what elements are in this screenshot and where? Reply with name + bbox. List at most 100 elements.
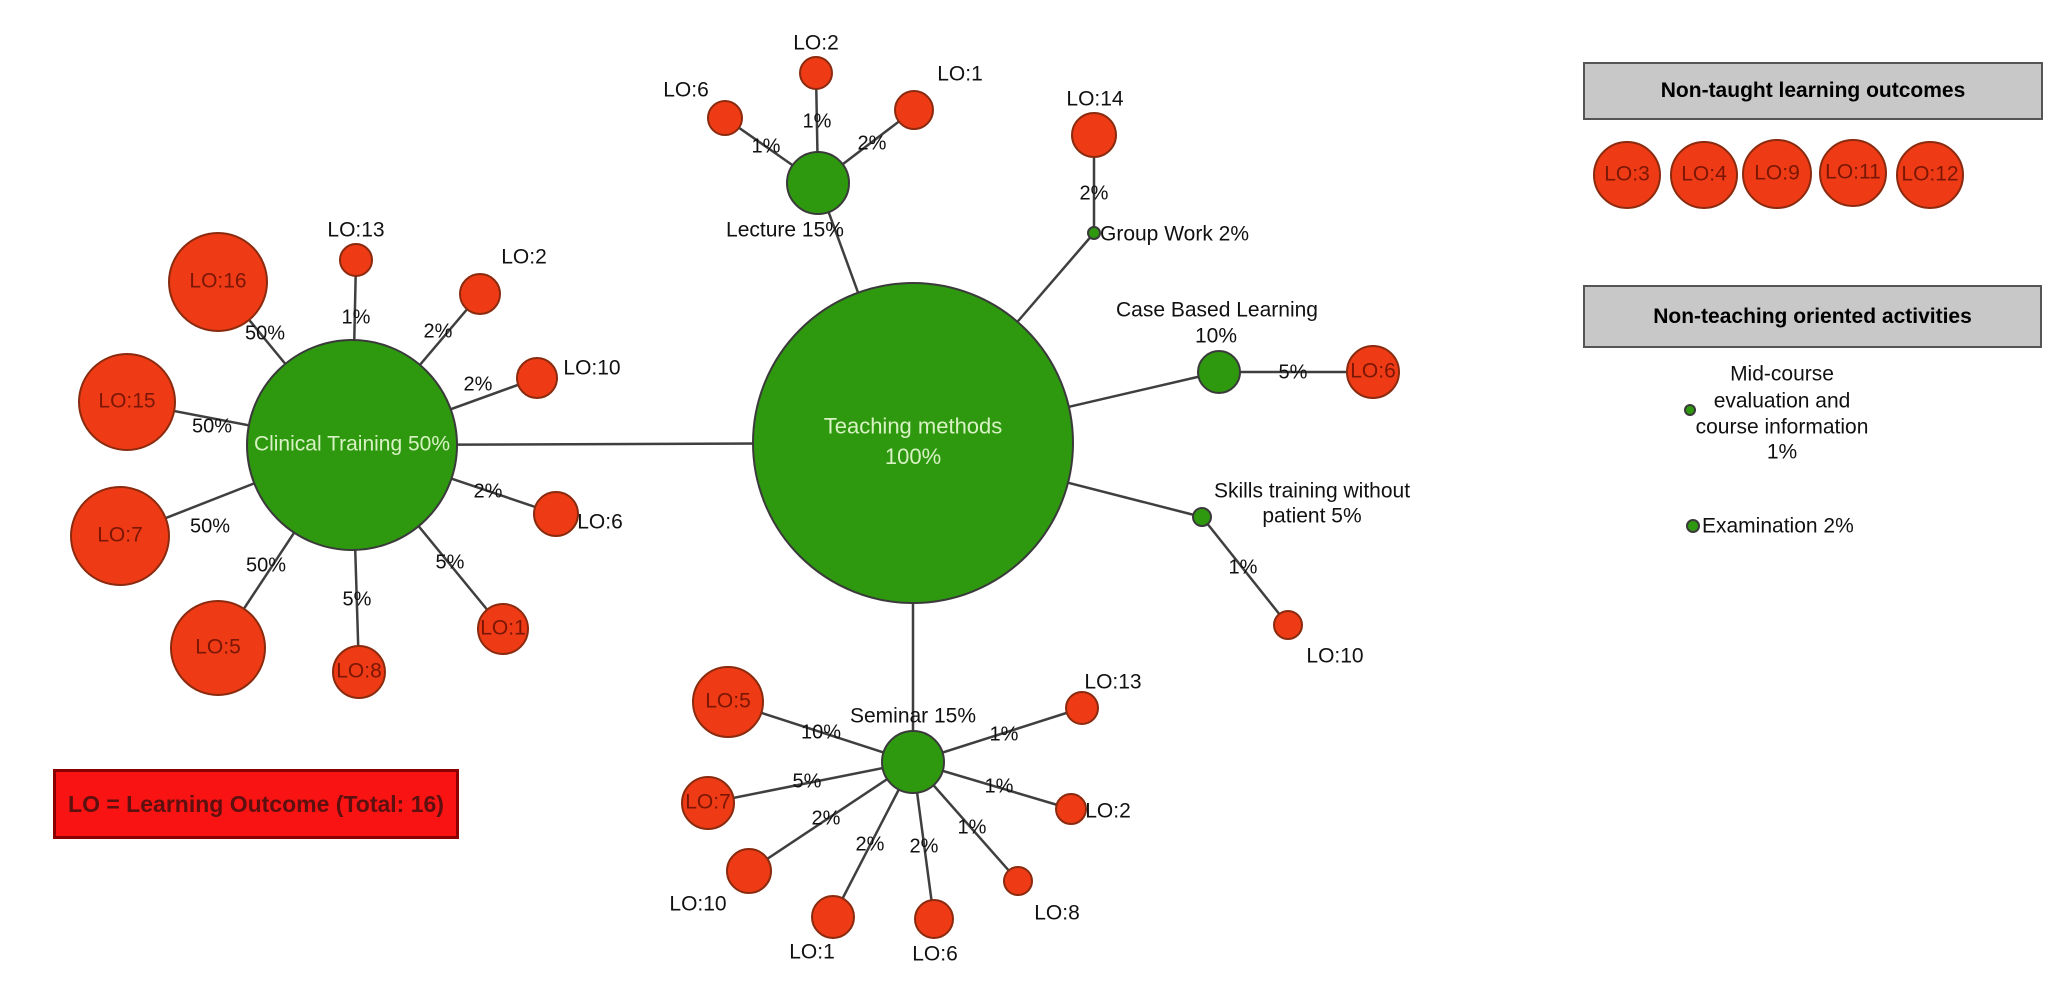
lo-legend-box: LO = Learning Outcome (Total: 16) <box>53 769 459 839</box>
node-teaching-label: 100% <box>885 444 941 469</box>
non-taught-outcomes-header-label: Non-taught learning outcomes <box>1660 79 1966 102</box>
node-nt-lo9 <box>1742 139 1812 209</box>
edge-weight-label: 2% <box>1080 182 1109 204</box>
edge-weight-label: 1% <box>752 135 781 157</box>
case-based-learning-caption: Case Based Learning <box>1116 299 1318 322</box>
node-ct-lo1 <box>477 603 529 655</box>
node-ct-lo8-label: LO:8 <box>336 660 382 683</box>
edge-weight-label: 2% <box>858 132 887 154</box>
mid-course-percent: 1% <box>1767 441 1797 464</box>
node-cbl <box>1197 350 1241 394</box>
edge-weight-label: 2% <box>812 807 841 829</box>
node-ct-lo2 <box>459 273 501 315</box>
examination-caption: Examination 2% <box>1702 515 1854 538</box>
node-sk-lo10 <box>1273 610 1303 640</box>
node-cbl-lo6 <box>1346 345 1400 399</box>
non-teaching-activities-header-label: Non-teaching oriented activities <box>1653 304 1972 328</box>
edge-weight-label: 5% <box>793 770 822 792</box>
node-ct-lo7-label: LO:7 <box>97 524 143 547</box>
node-gw-lo14-label: LO:14 <box>1066 88 1124 111</box>
edge-weight-label: 2% <box>910 835 939 857</box>
node-lec-lo1-label: LO:1 <box>937 63 983 86</box>
node-groupwork-dot <box>1087 226 1101 240</box>
mid-course-line3: course information <box>1696 416 1869 439</box>
node-sem-lo5-label: LO:5 <box>705 690 751 713</box>
node-ct-lo16-label: LO:16 <box>189 270 246 293</box>
edge-weight-label: 2% <box>424 320 453 342</box>
node-lec-lo1 <box>894 90 934 130</box>
edge-weight-label: 1% <box>803 110 832 132</box>
node-ct-lo8 <box>332 645 386 699</box>
node-sem-lo13 <box>1065 691 1099 725</box>
node-cbl-lo6-label: LO:6 <box>1350 360 1396 383</box>
edge-weight-label: 50% <box>192 415 232 437</box>
node-sem-lo7 <box>681 776 735 830</box>
edge-weight-label: 1% <box>1229 556 1258 578</box>
node-ct-lo7 <box>70 486 170 586</box>
node-ct-lo6-label: LO:6 <box>577 511 623 534</box>
node-lec-lo6 <box>707 100 743 136</box>
node-sem-lo10-label: LO:10 <box>669 893 726 916</box>
node-ct-lo2-label: LO:2 <box>501 246 547 269</box>
node-skills-dot <box>1192 507 1212 527</box>
node-nt-lo11-label: LO:11 <box>1825 161 1881 184</box>
node-sem-lo2-label: LO:2 <box>1085 800 1131 823</box>
node-ct-lo13-label: LO:13 <box>327 219 384 242</box>
case-based-learning-percent: 10% <box>1195 325 1237 348</box>
edge-weight-label: 5% <box>1279 361 1308 383</box>
edge-weight-label: 2% <box>474 480 503 502</box>
node-sem-lo13-label: LO:13 <box>1084 671 1141 694</box>
group-work-caption: Group Work 2% <box>1100 223 1249 246</box>
edge-weight-label: 1% <box>958 816 987 838</box>
node-ct-lo16 <box>168 232 268 332</box>
node-ct-lo15 <box>78 353 176 451</box>
node-sem-lo8-label: LO:8 <box>1034 902 1080 925</box>
node-clinical <box>246 339 458 551</box>
node-sem-lo10 <box>726 848 772 894</box>
node-lec-lo6-label: LO:6 <box>663 79 709 102</box>
node-midcourse-dot <box>1684 404 1696 416</box>
skills-training-caption-line1: Skills training without <box>1214 480 1410 503</box>
node-sem-lo7-label: LO:7 <box>685 791 731 814</box>
lo-legend-label: LO = Learning Outcome (Total: 16) <box>68 790 444 817</box>
node-nt-lo12 <box>1896 141 1964 209</box>
edge-weight-label: 50% <box>246 554 286 576</box>
seminar-caption: Seminar 15% <box>850 705 976 728</box>
node-exam-dot <box>1686 519 1700 533</box>
node-ct-lo6 <box>533 491 579 537</box>
edge-weight-label: 50% <box>190 515 230 537</box>
skills-training-caption-line2: patient 5% <box>1262 505 1361 528</box>
edge-weight-label: 5% <box>343 588 372 610</box>
node-seminar <box>881 730 945 794</box>
edge-weight-label: 1% <box>990 723 1019 745</box>
node-gw-lo14 <box>1071 112 1117 158</box>
edge-weight-label: 1% <box>985 775 1014 797</box>
node-ct-lo15-label: LO:15 <box>98 390 155 413</box>
edge-weight-label: 5% <box>436 551 465 573</box>
node-teaching <box>752 282 1074 604</box>
node-sem-lo2 <box>1055 793 1087 825</box>
edge-weight-label: 2% <box>856 833 885 855</box>
node-sem-lo1-label: LO:1 <box>789 941 835 964</box>
edge-weight-label: 2% <box>464 373 493 395</box>
node-nt-lo9-label: LO:9 <box>1754 162 1800 185</box>
node-lecture <box>786 151 850 215</box>
mid-course-line2: evaluation and <box>1714 390 1851 413</box>
node-sem-lo6-label: LO:6 <box>912 943 958 966</box>
mid-course-line1: Mid-course <box>1730 363 1834 386</box>
node-nt-lo4-label: LO:4 <box>1681 163 1727 186</box>
edge-weight-label: 10% <box>801 721 841 743</box>
edge-weight-label: 1% <box>342 306 371 328</box>
node-ct-lo10-label: LO:10 <box>563 357 620 380</box>
node-lec-lo2-label: LO:2 <box>793 32 839 55</box>
node-sem-lo6 <box>914 899 954 939</box>
node-lec-lo2 <box>799 56 833 90</box>
node-ct-lo10 <box>516 357 558 399</box>
node-teaching-label: Teaching methods <box>824 413 1003 438</box>
node-sem-lo1 <box>811 895 855 939</box>
node-ct-lo5 <box>170 600 266 696</box>
node-sk-lo10-label: LO:10 <box>1306 645 1363 668</box>
node-nt-lo4 <box>1670 141 1738 209</box>
